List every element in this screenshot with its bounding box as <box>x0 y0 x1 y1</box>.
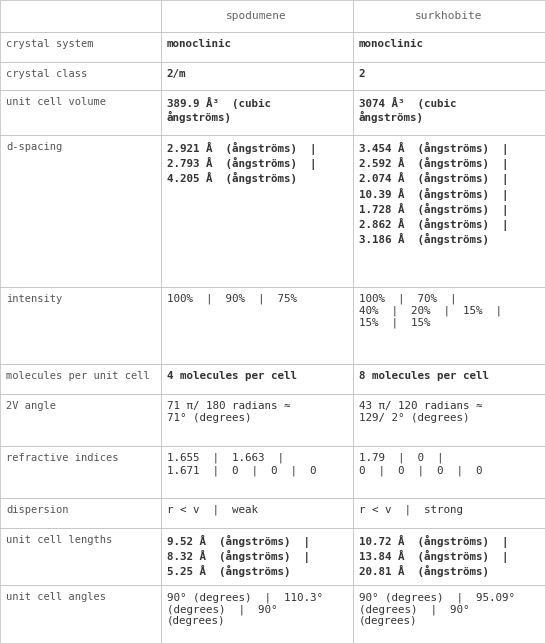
Bar <box>161 136 353 287</box>
Text: 2: 2 <box>359 69 365 78</box>
Bar <box>353 394 545 446</box>
Text: 43 π/ 120 radians ≈
129/ 2° (degrees): 43 π/ 120 radians ≈ 129/ 2° (degrees) <box>359 401 482 422</box>
Bar <box>161 62 353 89</box>
Bar <box>161 365 353 394</box>
Bar <box>353 498 545 527</box>
Bar <box>161 89 353 136</box>
Text: r < v  |  weak: r < v | weak <box>167 505 258 515</box>
Bar <box>0 32 161 62</box>
Text: 2V angle: 2V angle <box>6 401 56 411</box>
Bar <box>161 498 353 527</box>
Text: monoclinic: monoclinic <box>359 39 423 49</box>
Bar <box>0 136 161 287</box>
Bar <box>0 498 161 527</box>
Bar <box>0 446 161 498</box>
Bar <box>161 446 353 498</box>
Text: 90° (degrees)  |  110.3°
(degrees)  |  90°
(degrees): 90° (degrees) | 110.3° (degrees) | 90° (… <box>167 592 323 626</box>
Text: molecules per unit cell: molecules per unit cell <box>6 371 150 381</box>
Text: d-spacing: d-spacing <box>6 142 62 152</box>
Text: 8 molecules per cell: 8 molecules per cell <box>359 371 489 381</box>
Text: 4 molecules per cell: 4 molecules per cell <box>167 371 297 381</box>
Text: spodumene: spodumene <box>226 11 287 21</box>
Bar <box>353 0 545 32</box>
Bar <box>0 527 161 585</box>
Text: 2/m: 2/m <box>167 69 186 78</box>
Bar <box>353 32 545 62</box>
Text: unit cell lengths: unit cell lengths <box>6 534 112 545</box>
Bar <box>161 32 353 62</box>
Text: unit cell angles: unit cell angles <box>6 592 106 602</box>
Text: intensity: intensity <box>6 294 62 303</box>
Text: 100%  |  70%  |
40%  |  20%  |  15%  |
15%  |  15%: 100% | 70% | 40% | 20% | 15% | 15% | 15% <box>359 294 501 329</box>
Bar <box>161 527 353 585</box>
Text: unit cell volume: unit cell volume <box>6 96 106 107</box>
Text: surkhobite: surkhobite <box>415 11 482 21</box>
Bar <box>161 585 353 643</box>
Bar <box>161 287 353 365</box>
Text: 1.79  |  0  |
0  |  0  |  0  |  0: 1.79 | 0 | 0 | 0 | 0 | 0 <box>359 453 482 476</box>
Text: 3074 Å³  (cubic
ångströms): 3074 Å³ (cubic ångströms) <box>359 96 456 123</box>
Text: dispersion: dispersion <box>6 505 69 514</box>
Text: 9.52 Å  (ångströms)  |
8.32 Å  (ångströms)  |
5.25 Å  (ångströms): 9.52 Å (ångströms) | 8.32 Å (ångströms) … <box>167 534 310 577</box>
Text: 90° (degrees)  |  95.09°
(degrees)  |  90°
(degrees): 90° (degrees) | 95.09° (degrees) | 90° (… <box>359 592 514 626</box>
Text: 3.454 Å  (ångströms)  |
2.592 Å  (ångströms)  |
2.074 Å  (ångströms)  |
10.39 Å : 3.454 Å (ångströms) | 2.592 Å (ångströms… <box>359 142 508 244</box>
Bar <box>0 89 161 136</box>
Bar <box>353 62 545 89</box>
Bar <box>353 527 545 585</box>
Text: monoclinic: monoclinic <box>167 39 232 49</box>
Text: refractive indices: refractive indices <box>6 453 118 463</box>
Bar <box>0 62 161 89</box>
Bar <box>161 394 353 446</box>
Text: 10.72 Å  (ångströms)  |
13.84 Å  (ångströms)  |
20.81 Å  (ångströms): 10.72 Å (ångströms) | 13.84 Å (ångströms… <box>359 534 508 577</box>
Text: crystal system: crystal system <box>6 39 94 49</box>
Bar <box>353 89 545 136</box>
Text: 1.655  |  1.663  |
1.671  |  0  |  0  |  0: 1.655 | 1.663 | 1.671 | 0 | 0 | 0 <box>167 453 316 476</box>
Bar <box>353 287 545 365</box>
Bar <box>353 136 545 287</box>
Text: 2.921 Å  (ångströms)  |
2.793 Å  (ångströms)  |
4.205 Å  (ångströms): 2.921 Å (ångströms) | 2.793 Å (ångströms… <box>167 142 316 185</box>
Text: r < v  |  strong: r < v | strong <box>359 505 463 515</box>
Bar <box>161 0 353 32</box>
Bar <box>0 585 161 643</box>
Text: 100%  |  90%  |  75%: 100% | 90% | 75% <box>167 294 297 304</box>
Text: crystal class: crystal class <box>6 69 87 78</box>
Text: 389.9 Å³  (cubic
ångströms): 389.9 Å³ (cubic ångströms) <box>167 96 271 123</box>
Text: 71 π/ 180 radians ≈
71° (degrees): 71 π/ 180 radians ≈ 71° (degrees) <box>167 401 290 422</box>
Bar <box>353 585 545 643</box>
Bar <box>0 0 161 32</box>
Bar <box>353 446 545 498</box>
Bar <box>0 394 161 446</box>
Bar <box>0 287 161 365</box>
Bar <box>0 365 161 394</box>
Bar <box>353 365 545 394</box>
